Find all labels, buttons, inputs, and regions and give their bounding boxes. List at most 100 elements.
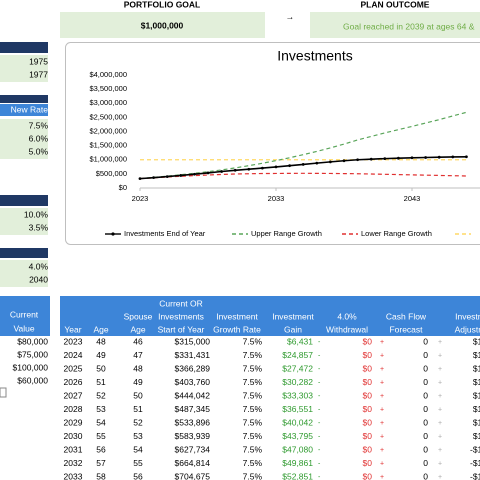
table-cell: 2023	[64, 336, 83, 346]
series-marker	[437, 155, 441, 159]
input-value: 5.0%	[29, 146, 49, 156]
outcome-title: PLAN OUTCOME	[361, 0, 430, 9]
table-cell: $30,282	[282, 377, 313, 387]
table-cell: 2026	[64, 377, 83, 387]
legend-label: Investments End of Year	[124, 229, 206, 238]
column-header: Growth Rate	[213, 324, 261, 334]
column-header: Investments	[158, 311, 204, 321]
table-cell: 0	[423, 390, 428, 400]
table-cell: 0	[423, 350, 428, 360]
table-cell: $10	[473, 363, 480, 373]
table-cell: $10	[473, 431, 480, 441]
series-marker	[138, 177, 142, 181]
cell-marker: +	[380, 460, 384, 467]
series-marker	[220, 170, 224, 173]
chart-title: Investments	[277, 48, 352, 64]
cell-marker: +	[438, 420, 442, 427]
table-cell: 7.5%	[243, 336, 263, 346]
series-line	[139, 172, 467, 180]
table-cell: 49	[96, 350, 106, 360]
y-tick-label: $3,000,000	[89, 98, 127, 107]
column-header: Investment	[216, 311, 258, 321]
table-cell: $49,861	[282, 458, 313, 468]
series-marker	[465, 155, 468, 159]
table-cell: $10	[473, 350, 480, 360]
table-cell: $0	[363, 431, 373, 441]
cell-marker: -	[318, 366, 321, 373]
column-header: Withdrawal	[326, 324, 368, 334]
table-cell: 2029	[64, 417, 83, 427]
column-header: Adjustm	[455, 324, 480, 334]
column-header: Investm	[455, 311, 480, 321]
table-cell: 2024	[64, 350, 83, 360]
y-tick-label: $3,500,000	[89, 84, 127, 93]
table-cell: $10	[473, 390, 480, 400]
column-header: Age	[130, 324, 145, 334]
input-value: 1977	[29, 69, 48, 79]
chart-frame	[65, 42, 480, 245]
column-header: Year	[64, 324, 81, 334]
legend-label: Lower Range Growth	[361, 229, 432, 238]
series-marker	[247, 167, 251, 171]
table-cell: $444,042	[175, 390, 211, 400]
table-cell: -$10	[470, 444, 480, 454]
cell-marker: +	[380, 393, 384, 400]
table-cell: 7.5%	[243, 444, 263, 454]
table-cell: $10	[473, 336, 480, 346]
table-cell: $0	[363, 363, 373, 373]
series-marker	[165, 175, 169, 178]
cell-marker: +	[438, 379, 442, 386]
cell-marker: +	[380, 433, 384, 440]
table-cell: 0	[423, 431, 428, 441]
table-cell: 2033	[64, 471, 83, 480]
input-cells	[0, 55, 48, 82]
section-bar	[0, 248, 48, 258]
table-cell: $704,675	[175, 471, 211, 480]
table-cell: $583,939	[175, 431, 211, 441]
table-cell: 7.5%	[243, 471, 263, 480]
cell-marker: +	[438, 366, 442, 373]
cell-marker: +	[380, 447, 384, 454]
cell-marker: +	[380, 379, 384, 386]
y-tick-label: $2,000,000	[89, 126, 127, 135]
table-cell: 2027	[64, 390, 83, 400]
plot-area	[138, 111, 468, 181]
table-header	[60, 296, 480, 336]
column-header: Age	[93, 324, 108, 334]
table-cell: $0	[363, 444, 373, 454]
cell-marker: -	[318, 420, 321, 427]
series-marker	[261, 166, 264, 170]
dropdown[interactable]	[0, 387, 7, 398]
table-cell: 58	[96, 471, 106, 480]
table-cell: $33,303	[282, 390, 313, 400]
table-cell: $24,857	[282, 350, 313, 360]
section-bar	[0, 195, 48, 206]
value-header-cell	[0, 296, 50, 336]
table-cell: 2028	[64, 404, 83, 414]
table-cell: 0	[423, 471, 428, 480]
arrow: →	[286, 11, 295, 21]
current-value: $60,000	[17, 375, 48, 385]
table-cell: 50	[133, 390, 143, 400]
table-cell: 53	[133, 431, 143, 441]
table-cell: $533,896	[175, 417, 211, 427]
table-cell: $36,551	[282, 404, 313, 414]
input-value: 4.0%	[29, 261, 49, 271]
table-cell: 2031	[64, 444, 83, 454]
cell-marker: +	[380, 406, 384, 413]
table-cell: 7.5%	[243, 417, 263, 427]
table-cell: 48	[96, 336, 106, 346]
table-cell: 57	[96, 458, 106, 468]
table-cell: 51	[96, 377, 106, 387]
series-marker	[179, 174, 183, 177]
table-cell: 54	[96, 417, 106, 427]
x-tick-label: 2033	[268, 194, 285, 203]
y-tick-label: $4,000,000	[89, 70, 127, 79]
table-cell: $10	[473, 404, 480, 414]
section-bar	[0, 42, 48, 53]
value-header: Current	[10, 309, 39, 319]
series-marker	[206, 171, 210, 175]
cell-marker: +	[438, 460, 442, 467]
cell-marker: +	[380, 474, 384, 480]
